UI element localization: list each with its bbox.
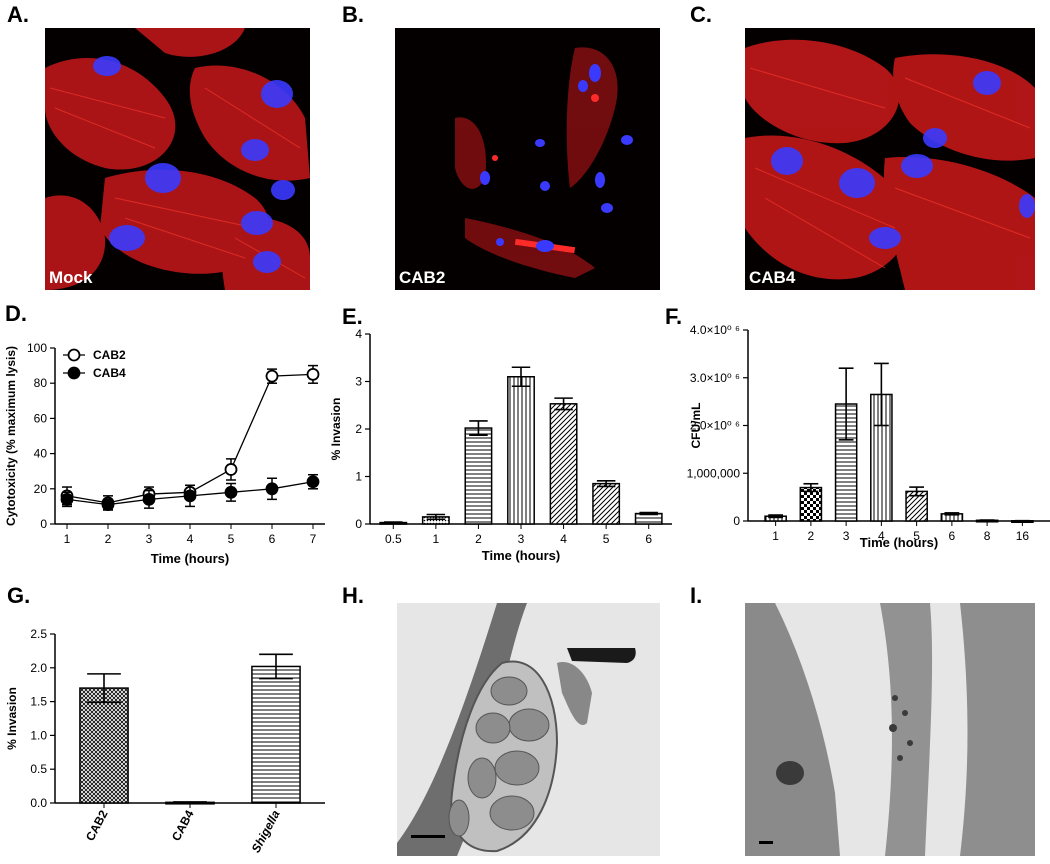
x-tick-label-e: 3 [518, 532, 525, 546]
x-tick-label-f: 5 [913, 529, 920, 543]
y-tick-label-g: 1.0 [30, 728, 47, 742]
y-tick-label-g: 0.5 [30, 762, 47, 776]
x-tick-label-d: 1 [64, 532, 71, 546]
bar-g [79, 687, 129, 804]
x-tick-label-f: 3 [843, 529, 850, 543]
data-point-cab2 [224, 463, 238, 476]
micrograph-tag-cab2: CAB2 [399, 268, 446, 287]
y-tick-label-f: 2.0×10⁰ ⁶ [690, 419, 740, 433]
data-point-cab4 [224, 485, 238, 499]
bar-e [592, 482, 621, 525]
data-point-cab2 [265, 369, 279, 383]
y-axis-label-e: % Invasion [329, 398, 343, 461]
x-tick-label-e: 2 [475, 532, 482, 546]
y-tick-label-d: 100 [27, 341, 47, 355]
legend-label-cab4: CAB4 [93, 366, 126, 380]
y-tick-label-e: 4 [355, 327, 362, 341]
y-tick-label-e: 3 [355, 375, 362, 389]
y-tick-label-d: 60 [34, 411, 48, 425]
panel-label-a: A. [7, 2, 29, 27]
y-tick-label-e: 2 [355, 422, 362, 436]
data-point-cab4 [183, 489, 197, 503]
x-tick-label-e: 6 [645, 532, 652, 546]
y-axis-label-f: CFU/mL [689, 403, 703, 449]
legend-label-cab2: CAB2 [93, 348, 126, 362]
panel-label-f: F. [665, 304, 683, 329]
micrograph-mock-image [45, 28, 310, 290]
y-tick-label-g: 2.5 [30, 627, 47, 641]
y-tick-label-d: 0 [40, 517, 47, 531]
panel-label-g: G. [7, 583, 31, 608]
data-point-cab4 [142, 492, 156, 506]
micrograph-cab2: CAB2 [395, 28, 660, 290]
micrograph-tag-cab4: CAB4 [749, 268, 796, 287]
bar-g [251, 665, 301, 804]
x-tick-label-e: 4 [560, 532, 567, 546]
x-axis-label-d: Time (hours) [151, 551, 230, 566]
y-tick-label-d: 80 [34, 376, 48, 390]
panel-label-b: B. [342, 2, 364, 27]
electron-micrograph-i [745, 603, 1035, 856]
micrograph-mock: Mock [45, 28, 310, 290]
series-line-cab2 [66, 373, 314, 504]
y-tick-label-f: 4.0×10⁰ ⁶ [690, 323, 740, 337]
x-tick-label-d: 3 [146, 532, 153, 546]
data-point-cab2 [306, 367, 320, 381]
y-tick-label-f: 3.0×10⁰ ⁶ [690, 371, 740, 385]
electron-micrograph-i-image [745, 603, 1035, 856]
electron-micrograph-h-image [397, 603, 636, 856]
y-tick-label-f: 1,000,000 [687, 466, 741, 480]
panel-label-e: E. [342, 304, 363, 329]
bar-e [464, 427, 493, 525]
x-tick-label-d: 4 [187, 532, 194, 546]
data-point-cab4 [101, 498, 115, 512]
x-tick-label-d: 5 [228, 532, 235, 546]
x-tick-label-e: 5 [603, 532, 610, 546]
x-tick-label-g: CAB4 [169, 808, 197, 844]
y-tick-label-e: 1 [355, 470, 362, 484]
y-tick-label-f: 0 [733, 514, 740, 528]
x-tick-label-f: 6 [949, 529, 956, 543]
micrograph-cab2-image [455, 47, 633, 278]
x-tick-label-d: 2 [105, 532, 112, 546]
x-tick-label-e: 0.5 [385, 532, 402, 546]
data-point-cab4 [265, 482, 279, 496]
y-axis-label-d: Cytotoxicity (% maximum lysis) [4, 346, 18, 526]
y-tick-label-g: 0.0 [30, 796, 47, 810]
bar-f [799, 486, 823, 522]
legend-marker-cab4 [67, 366, 81, 380]
panel-label-i: I. [690, 583, 703, 608]
panel-label-d: D. [5, 301, 27, 326]
x-tick-label-f: 2 [808, 529, 815, 543]
y-tick-label-e: 0 [355, 517, 362, 531]
data-point-cab4 [306, 475, 320, 489]
x-tick-label-f: 16 [1016, 529, 1030, 543]
panel-label-h: H. [342, 583, 364, 608]
x-tick-label-d: 6 [269, 532, 276, 546]
x-tick-label-f: 8 [984, 529, 991, 543]
x-tick-label-f: 4 [878, 529, 885, 543]
x-tick-label-d: 7 [310, 532, 317, 546]
y-tick-label-g: 1.5 [30, 695, 47, 709]
x-tick-label-e: 1 [433, 532, 440, 546]
y-tick-label-d: 20 [34, 482, 48, 496]
x-axis-label-e: Time (hours) [482, 548, 561, 563]
panel-label-c: C. [690, 2, 712, 27]
micrograph-tag-mock: Mock [49, 268, 93, 287]
x-tick-label-g: Shigella [249, 808, 283, 855]
y-tick-label-d: 40 [34, 447, 48, 461]
bar-e [507, 376, 535, 525]
x-tick-label-g: CAB2 [83, 808, 111, 844]
electron-micrograph-h [397, 603, 660, 856]
x-tick-label-f: 1 [772, 529, 779, 543]
legend-marker-cab2 [67, 348, 81, 362]
micrograph-cab4: CAB4 [745, 28, 1035, 290]
bar-e [549, 403, 578, 525]
y-tick-label-g: 2.0 [30, 661, 47, 675]
x-axis-label-f: Time (hours) [860, 535, 939, 550]
y-axis-label-g: % Invasion [5, 687, 19, 750]
data-point-cab4 [60, 492, 74, 506]
micrograph-cab4-image [745, 39, 1035, 290]
